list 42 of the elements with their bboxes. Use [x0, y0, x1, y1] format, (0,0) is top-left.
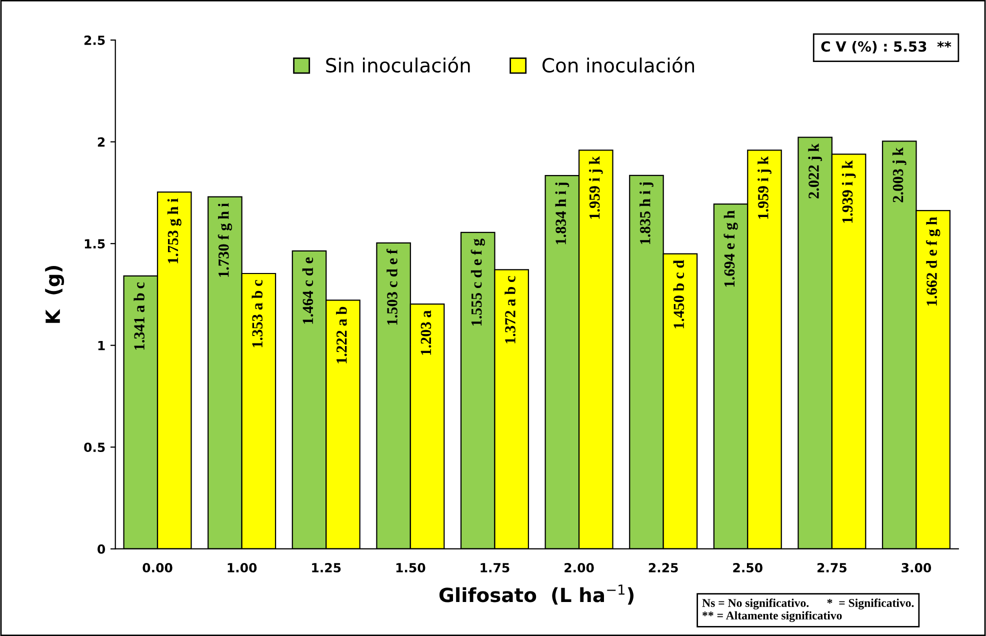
data-label: 2.022 j k [808, 143, 822, 198]
data-label: 1.464 c d e [302, 257, 314, 324]
data-label: 1.835 h i j [640, 182, 654, 244]
y-tick-label: 2 [98, 137, 105, 147]
data-label: 1.341 a b c [134, 282, 145, 350]
data-label: 1.203 a [420, 310, 432, 355]
x-tick-label: 2.75 [818, 562, 846, 572]
y-tick-label: 0 [98, 544, 106, 554]
text: Ns = No significativo. * = Significativo. ** = Altamente significativo [702, 598, 914, 622]
x-tick-label: 1.75 [480, 563, 510, 572]
data-label: 1.730 f g h i [218, 203, 232, 277]
data-label: 1.694 e f g h [724, 210, 738, 287]
x-tick-label: 3.00 [902, 562, 932, 572]
data-label: 1.503 c d e f [386, 248, 398, 325]
data-label: 1.959 i j k [758, 156, 772, 219]
x-tick-label: 2.00 [564, 562, 594, 572]
x-tick-label: 1.25 [312, 562, 341, 572]
data-label: 1.555 c d e f g [470, 238, 485, 326]
data-label: 1.353 a b c [252, 280, 263, 348]
y-tick-label: 1.5 [84, 239, 105, 249]
data-label: 2.003 j k [892, 147, 906, 202]
annotation: C V (%) : 5.53 ** [821, 40, 952, 54]
data-label: 1.222 a b [336, 306, 347, 364]
data-label: 1.959 i j k [588, 156, 603, 219]
data-label: 1.662 d e f g h [926, 216, 940, 306]
x-tick-label: 1.00 [228, 562, 257, 572]
legend-label: Con inoculación [542, 56, 694, 73]
y-tick-label: 1 [98, 340, 105, 350]
x-axis-title: Glifosato (L ha$^{−1}$) [439, 584, 634, 605]
x-tick-label: 0.00 [142, 562, 172, 572]
y-tick-label: 2.5 [84, 36, 105, 45]
data-label: 1.450 b c d [673, 260, 684, 328]
data-label: 1.753 g h i [167, 198, 182, 264]
data-label: 1.939 i j k [842, 160, 856, 223]
data-label: 1.372 a b c [504, 276, 516, 344]
y-tick-label: 0.5 [84, 442, 105, 452]
data-label: 1.834 h i j [555, 182, 570, 244]
x-tick-label: 2.25 [648, 562, 678, 572]
x-tick-label: 2.50 [733, 562, 762, 572]
x-tick-label: 1.50 [396, 562, 426, 572]
y-axis-title: K (g) [45, 266, 64, 323]
legend-label: Sin inoculación [326, 56, 470, 73]
